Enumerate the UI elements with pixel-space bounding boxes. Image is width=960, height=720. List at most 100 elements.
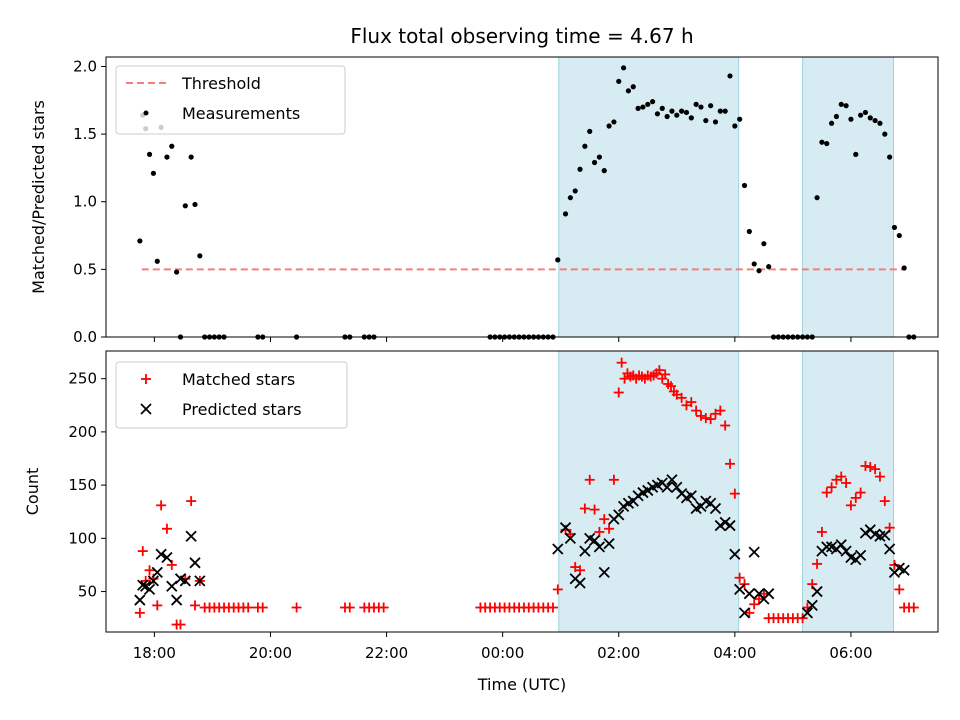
measurement-point bbox=[664, 113, 670, 120]
measurement-point bbox=[182, 203, 188, 209]
matched-stars-point bbox=[700, 413, 711, 424]
predicted-stars-legend-glyph bbox=[140, 403, 152, 415]
threshold-legend-label: Threshold bbox=[181, 74, 261, 93]
bottom-panel: 50 100 150 200 250 18:00 20:00 22:00 00:00 02:00… bbox=[23, 350, 939, 694]
cross-b bbox=[685, 490, 697, 502]
cross-b bbox=[743, 588, 755, 600]
matched-stars-point bbox=[137, 546, 148, 557]
predicted-stars-point bbox=[632, 490, 644, 502]
cross-b bbox=[642, 484, 654, 497]
measurement-point bbox=[601, 168, 607, 174]
measurement-point bbox=[867, 115, 873, 121]
matched-stars-point bbox=[821, 487, 832, 498]
measurement-point bbox=[669, 108, 675, 114]
predicted-stars-point bbox=[613, 509, 625, 521]
measurement-point bbox=[591, 159, 598, 166]
x-tick-label: 18:00 bbox=[133, 644, 176, 662]
matched-stars-point bbox=[660, 369, 671, 380]
measurement-point bbox=[572, 188, 578, 194]
bottom-y-tick-label: 50 bbox=[78, 583, 97, 601]
matched-stars-point bbox=[676, 392, 687, 403]
cross-b bbox=[143, 583, 156, 596]
matched-stars-point bbox=[552, 584, 563, 595]
cross-b bbox=[564, 532, 577, 544]
matched-stars-point bbox=[816, 526, 827, 537]
measurement-point bbox=[727, 73, 733, 79]
measurement-point bbox=[137, 238, 143, 244]
chart-title: Flux total observing time = 4.67 h bbox=[350, 24, 693, 48]
matched-stars-point bbox=[140, 575, 151, 586]
matched-stars-point bbox=[725, 458, 735, 469]
bottom-y-tick-label: 100 bbox=[68, 529, 97, 547]
matched-stars-point bbox=[594, 526, 605, 537]
matched-stars-point bbox=[826, 482, 837, 493]
predicted-stars-point bbox=[661, 481, 673, 493]
cross-b bbox=[671, 481, 683, 493]
measurement-point bbox=[698, 104, 704, 110]
matched-stars-point bbox=[134, 607, 145, 618]
measurement-point bbox=[708, 103, 714, 109]
bottom-y-tick-label: 150 bbox=[68, 476, 97, 494]
measurement-point bbox=[640, 104, 646, 110]
x-tick-label: 02:00 bbox=[597, 644, 640, 662]
x-tick-label: 06:00 bbox=[829, 644, 872, 662]
cross-b bbox=[753, 588, 765, 600]
matched-stars-point bbox=[850, 492, 861, 503]
predicted-stars-point bbox=[598, 566, 610, 579]
measurement-point bbox=[650, 99, 656, 105]
measurement-point bbox=[693, 101, 699, 107]
predicted-stars-point bbox=[840, 545, 852, 557]
cross-b bbox=[763, 588, 775, 600]
predicted-stars-series bbox=[134, 474, 910, 619]
cross-b bbox=[151, 566, 163, 579]
predicted-stars-point bbox=[854, 549, 867, 562]
cross-b bbox=[147, 575, 160, 587]
cross-b bbox=[170, 594, 183, 606]
predicted-stars-point bbox=[806, 599, 818, 612]
cross-b bbox=[801, 607, 814, 619]
predicted-stars-legend-marker bbox=[140, 403, 152, 415]
measurement-point bbox=[582, 143, 588, 149]
measurement-point bbox=[562, 211, 569, 217]
measurements-legend-label: Measurements bbox=[182, 104, 300, 123]
measurement-point bbox=[635, 105, 641, 112]
cross-b bbox=[729, 548, 741, 560]
matched-stars-point bbox=[855, 487, 866, 498]
bottom-legend: Matched stars Predicted stars bbox=[115, 361, 348, 429]
cross-b bbox=[189, 557, 201, 569]
measurement-point bbox=[756, 268, 762, 274]
predicted-stars-point bbox=[714, 519, 726, 532]
measurement-point bbox=[872, 117, 878, 124]
matched-stars-point bbox=[616, 357, 627, 368]
measurement-point bbox=[611, 119, 617, 125]
measurement-point bbox=[596, 154, 602, 160]
cross-b bbox=[883, 543, 896, 555]
top-observing-windows bbox=[558, 56, 894, 338]
predicted-stars-point bbox=[593, 541, 606, 553]
predicted-stars-point bbox=[734, 583, 746, 596]
measurement-point bbox=[824, 140, 830, 147]
predicted-stars-point bbox=[642, 484, 654, 497]
measurement-point bbox=[712, 119, 719, 125]
cross-b bbox=[738, 607, 751, 619]
measurement-point bbox=[683, 109, 690, 116]
cross-b bbox=[893, 562, 905, 574]
measurements-series bbox=[137, 65, 917, 340]
x-tick-label: 04:00 bbox=[713, 644, 756, 662]
measurement-point bbox=[555, 257, 561, 263]
predicted-stars-point bbox=[724, 519, 736, 532]
matched-stars-point bbox=[589, 504, 600, 515]
measurement-point bbox=[645, 101, 651, 107]
matched-stars-point bbox=[749, 599, 760, 610]
cross-b bbox=[840, 545, 852, 557]
predicted-stars-point bbox=[719, 516, 731, 529]
cross-b bbox=[185, 530, 197, 542]
measurement-point bbox=[577, 166, 583, 172]
cross-b bbox=[705, 497, 717, 509]
cross-b bbox=[617, 500, 630, 513]
predicted-stars-point bbox=[821, 541, 833, 553]
cross-b bbox=[806, 599, 818, 612]
measurement-point bbox=[150, 170, 157, 176]
matched-stars-legend-glyph bbox=[141, 374, 151, 384]
